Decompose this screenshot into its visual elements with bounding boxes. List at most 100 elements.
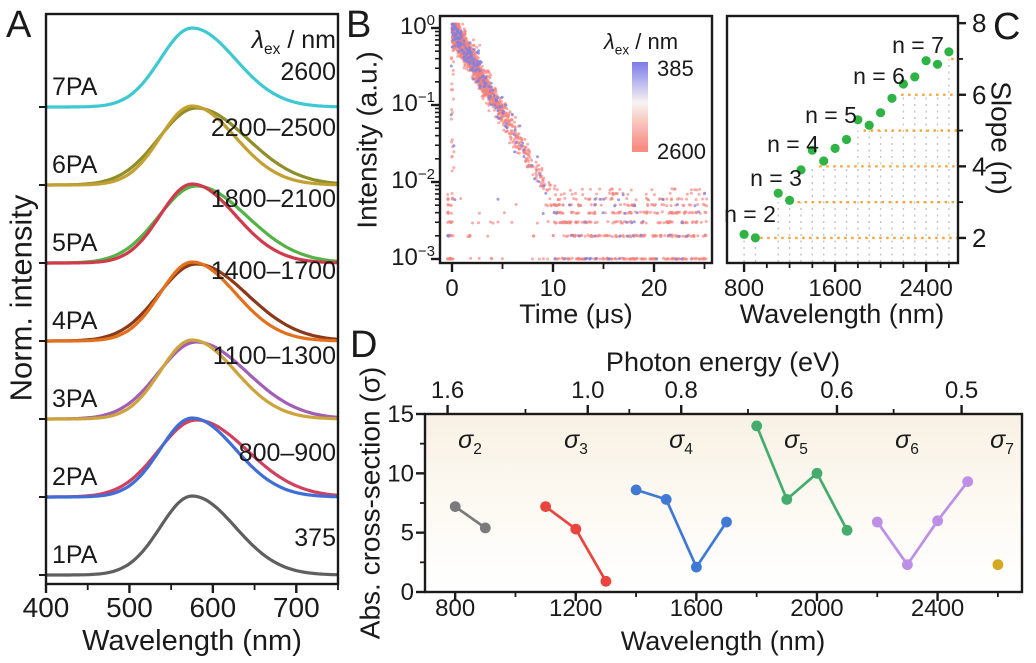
slope-annotation-2: n = 2: [724, 201, 776, 228]
spectrum-5PA: [47, 182, 337, 265]
panelB-x-label: Time (μs): [519, 299, 633, 329]
colorbar-bottom-label: 2600: [657, 139, 706, 164]
excitation-label-7PA: 2600: [280, 58, 336, 86]
tick-label: 0.8: [665, 377, 698, 404]
slope-annotation-3: n = 3: [750, 165, 802, 192]
panelD-y-label: Abs. cross-section (σ): [354, 366, 386, 640]
spectrum-7PA: [47, 26, 337, 109]
band-label-1PA: 1PA: [52, 541, 98, 569]
panelD-top-label: Photon energy (eV): [605, 347, 841, 377]
spectrum-4PA: [47, 260, 337, 343]
tick-label: 2: [972, 223, 986, 253]
tick-label: 2000: [790, 595, 843, 622]
sigma4-points: [630, 484, 732, 573]
band-label-5PA: 5PA: [52, 229, 98, 257]
tick-label: 800: [435, 595, 475, 622]
panelB-ytick-1e-3: 10−3: [391, 243, 435, 271]
sigma5-label: σ5: [784, 425, 808, 458]
excitation-label-6PA: 2200–2500: [210, 114, 336, 142]
slope-points: [739, 47, 954, 243]
excitation-label-4PA: 1400–1700: [210, 257, 336, 285]
band-label-7PA: 7PA: [52, 73, 98, 101]
sigma5-line: [755, 425, 849, 531]
panelA-curves: [47, 26, 337, 577]
sigma3-points: [540, 501, 612, 587]
tick-label: 1600: [670, 595, 723, 622]
panel-d-letter: D: [350, 324, 378, 366]
sigma2-label: σ2: [458, 425, 482, 458]
tick-label: 0: [401, 579, 414, 606]
panelB-ytick-1e-2: 10−2: [391, 166, 435, 194]
panelB-frame: [438, 14, 714, 265]
tick-label: 1200: [549, 595, 602, 622]
sigma4-label: σ4: [669, 425, 693, 458]
tick-label: 8: [972, 8, 986, 38]
tick-label: 400: [23, 592, 70, 623]
panelA-legend-header: λex / nm: [251, 26, 336, 58]
panelB-ytick-1e-1: 10−1: [391, 89, 435, 117]
sigma6-points: [871, 476, 974, 571]
tick-label: 0: [445, 275, 458, 302]
colorbar-header: λex / nm: [603, 29, 679, 58]
spectrum-3PA: [47, 338, 337, 421]
tick-label: 20: [641, 275, 668, 302]
sigma7-label: σ7: [990, 425, 1014, 458]
tick-label: 15: [387, 401, 414, 428]
tick-label: 800: [724, 275, 764, 302]
sigma6-line: [876, 480, 969, 568]
tick-label: 0.6: [820, 377, 853, 404]
band-label-4PA: 4PA: [52, 307, 98, 335]
spectrum-1PA: [47, 494, 337, 577]
band-label-2PA: 2PA: [52, 463, 98, 491]
sigma6-label: σ6: [895, 425, 919, 458]
tick-label: 10: [387, 460, 414, 487]
tick-label: 500: [106, 592, 153, 623]
tick-label: 1600: [808, 275, 861, 302]
excitation-colorbar: [632, 62, 648, 152]
decay-points-blue: [446, 22, 707, 261]
panelA-frame: [44, 12, 340, 586]
panelD-background: [425, 414, 1022, 592]
tick-label: 10: [540, 275, 567, 302]
band-label-6PA: 6PA: [52, 151, 98, 179]
panel-b-letter: B: [346, 4, 372, 46]
panelA-x-label: Wavelength (nm): [82, 625, 302, 657]
panel-B: 0 10 20: [431, 14, 714, 302]
panelC-frame: [725, 14, 960, 265]
tick-label: 2400: [899, 275, 952, 302]
tick-label: 4: [972, 151, 986, 181]
panelB-y-label: Intensity (a.u.): [351, 51, 383, 229]
tick-label: 700: [273, 592, 320, 623]
panel-C: 800 1600 2400 2 4 6 8: [724, 8, 986, 302]
sigma5-points: [751, 420, 853, 536]
slope-annotation-6: n = 6: [853, 63, 905, 90]
sigma3-label: σ3: [564, 425, 588, 458]
panel-A: 400 500 600 700: [23, 12, 340, 623]
sigma7-points: [992, 559, 1004, 571]
tick-label: 5: [401, 520, 414, 547]
band-label-3PA: 3PA: [52, 385, 98, 413]
panelD-frame: [423, 412, 1024, 594]
tick-label: 0.5: [945, 377, 978, 404]
panelB-ytick-1e0: 100: [399, 12, 435, 40]
slope-annotation-7: n = 7: [892, 32, 944, 59]
panelD-x-label: Wavelength (nm): [620, 626, 826, 656]
colorbar-top-label: 385: [657, 56, 694, 81]
panelA-y-label: Norm. intensity: [3, 194, 39, 402]
sigma2-points: [449, 501, 491, 534]
tick-label: 6: [972, 80, 986, 110]
panel-D: 800 1200 1600 2000 2400 1.6 1.0 0.8 0.6 0.5 0 5 10 15: [387, 377, 1024, 622]
excitation-label-5PA: 1800–2100: [210, 185, 336, 213]
sigma4-line: [635, 488, 728, 570]
excitation-label-1PA: 375: [294, 524, 336, 552]
panel-a-letter: A: [6, 4, 32, 46]
spectrum-6PA: [47, 104, 337, 187]
slope-annotation-4: n = 4: [767, 131, 819, 158]
tick-label: 600: [189, 592, 236, 623]
excitation-label-2PA: 800–900: [238, 439, 336, 467]
tick-label: 2400: [911, 595, 964, 622]
panelC-y-label: Slope (n): [985, 81, 1017, 195]
tick-label: 1.6: [431, 377, 464, 404]
